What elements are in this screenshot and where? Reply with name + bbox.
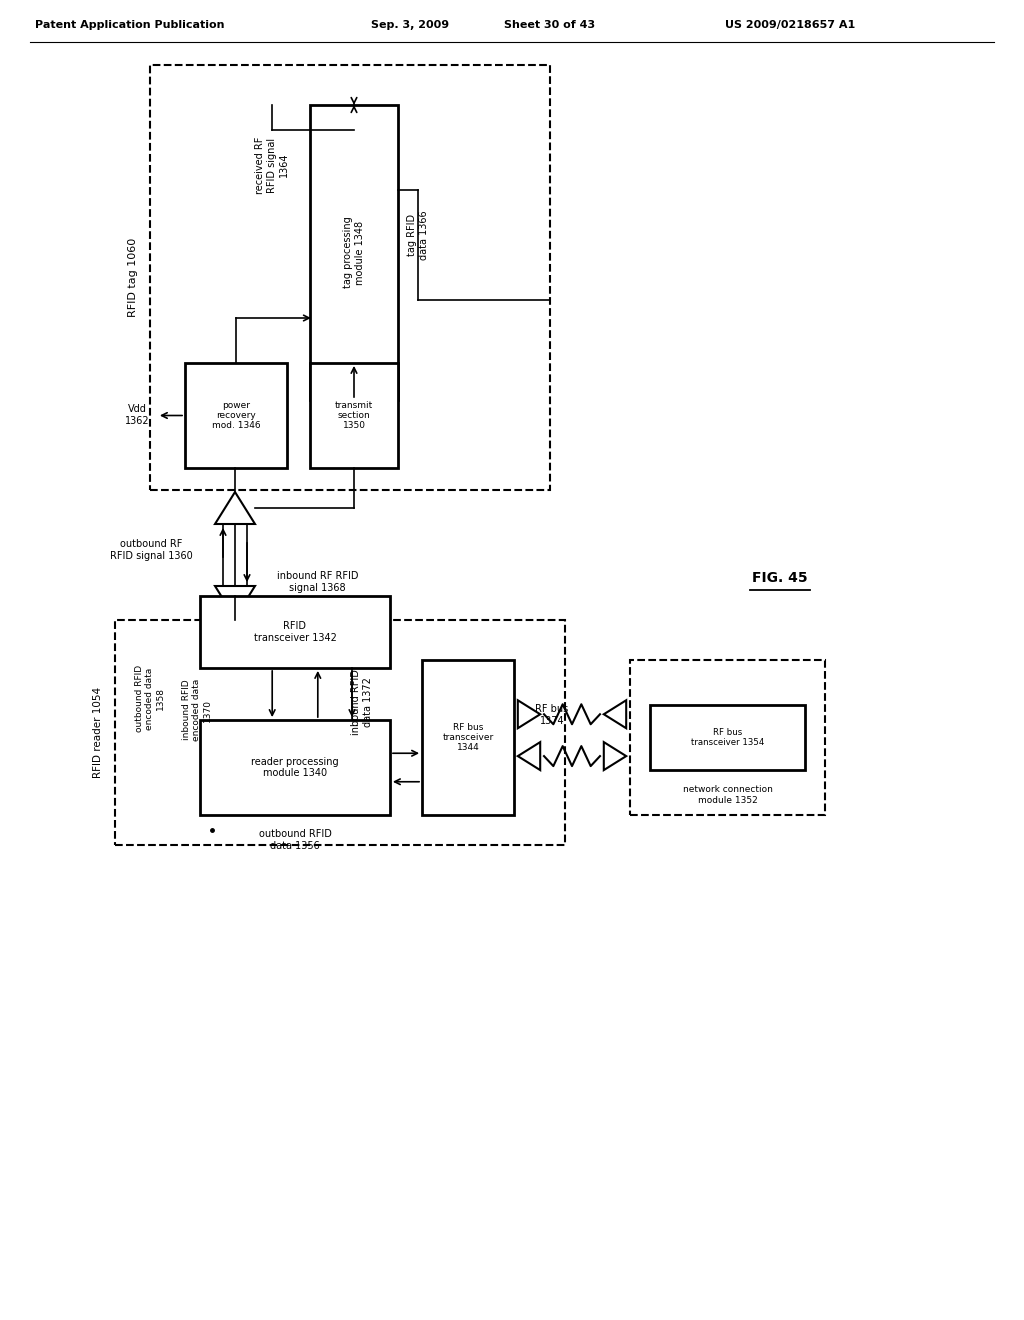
Bar xyxy=(630,660,825,814)
Text: outbound RFID
data 1356: outbound RFID data 1356 xyxy=(259,829,332,851)
Text: FIG. 45: FIG. 45 xyxy=(753,572,808,585)
Text: inbound RFID
encoded data
1370: inbound RFID encoded data 1370 xyxy=(182,678,212,741)
Text: Sheet 30 of 43: Sheet 30 of 43 xyxy=(505,20,596,30)
Text: outbound RFID
encoded data
1358: outbound RFID encoded data 1358 xyxy=(135,665,165,733)
Bar xyxy=(650,705,805,770)
Text: RFID reader 1054: RFID reader 1054 xyxy=(93,686,103,777)
Text: RFID tag 1060: RFID tag 1060 xyxy=(128,238,138,317)
Bar xyxy=(115,620,565,845)
Bar xyxy=(150,65,550,490)
Text: RF bus
transceiver
1344: RF bus transceiver 1344 xyxy=(442,722,494,752)
Text: inbound RF RFID
signal 1368: inbound RF RFID signal 1368 xyxy=(278,572,358,593)
Text: RF bus
1374: RF bus 1374 xyxy=(536,704,568,726)
Bar xyxy=(422,660,514,814)
Bar xyxy=(310,106,398,400)
Bar xyxy=(200,719,390,814)
Text: tag processing
module 1348: tag processing module 1348 xyxy=(343,216,365,288)
Text: US 2009/0218657 A1: US 2009/0218657 A1 xyxy=(725,20,855,30)
Text: network connection
module 1352: network connection module 1352 xyxy=(683,785,772,805)
Text: outbound RF
RFID signal 1360: outbound RF RFID signal 1360 xyxy=(111,539,193,561)
Text: RFID
transceiver 1342: RFID transceiver 1342 xyxy=(254,622,337,643)
Bar xyxy=(200,597,390,668)
Text: reader processing
module 1340: reader processing module 1340 xyxy=(251,756,339,779)
Text: Vdd
1362: Vdd 1362 xyxy=(125,404,150,426)
Text: RF bus
transceiver 1354: RF bus transceiver 1354 xyxy=(691,727,764,747)
Bar xyxy=(310,363,398,469)
Text: Sep. 3, 2009: Sep. 3, 2009 xyxy=(371,20,450,30)
Text: received RF
RFID signal
1364: received RF RFID signal 1364 xyxy=(255,136,289,194)
Text: Patent Application Publication: Patent Application Publication xyxy=(35,20,224,30)
Bar xyxy=(185,363,287,469)
Text: inbound RFID
data 1372: inbound RFID data 1372 xyxy=(351,669,373,735)
Text: transmit
section
1350: transmit section 1350 xyxy=(335,400,373,430)
Text: power
recovery
mod. 1346: power recovery mod. 1346 xyxy=(212,400,260,430)
Text: tag RFID
data 1366: tag RFID data 1366 xyxy=(408,210,429,260)
